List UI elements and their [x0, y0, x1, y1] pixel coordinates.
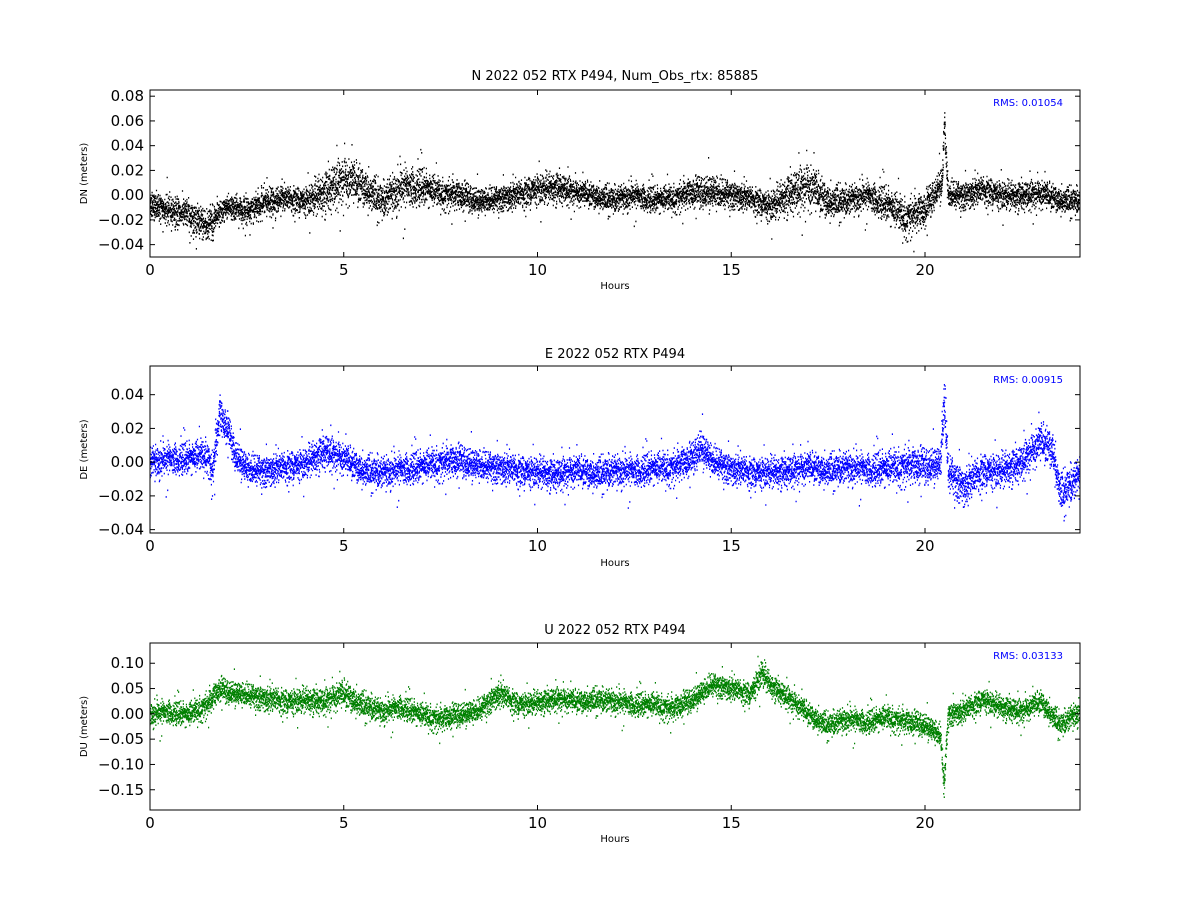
north-y-tick-label: 0.00: [111, 186, 144, 204]
up-ticks: 0 5 10 15 20 −0.15 −0.10 −0.05 0.00 0.05 0.10: [98, 643, 1080, 832]
up-y-axis-label: DU (meters): [79, 696, 90, 757]
up-data-points: [150, 655, 1080, 798]
up-x-tick-label: 10: [528, 814, 547, 832]
north-x-axis-label: Hours: [600, 281, 629, 292]
east-x-tick-label: 10: [528, 537, 547, 555]
up-y-tick-label: 0.00: [111, 705, 144, 723]
north-rms-label: RMS: 0.01054: [993, 98, 1063, 109]
north-x-tick-label: 20: [915, 261, 934, 279]
east-y-tick-label: −0.04: [98, 521, 144, 539]
up-x-tick-label: 5: [339, 814, 349, 832]
north-x-tick-label: 0: [145, 261, 155, 279]
east-ticks: 0 5 10 15 20 −0.04 −0.02 0.00 0.02 0.04: [98, 366, 1080, 555]
north-ticks: 0 5 10 15 20 −0.04 −0.02 0.00 0.02 0.04 0.06 0.08: [98, 87, 1080, 279]
north-y-tick-label: 0.02: [111, 161, 144, 179]
east-rms-label: RMS: 0.00915: [993, 375, 1063, 386]
up-rms-label: RMS: 0.03133: [993, 651, 1063, 662]
up-y-tick-label: 0.10: [111, 654, 144, 672]
east-y-axis-label: DE (meters): [79, 419, 90, 479]
up-data-cloud: [150, 655, 1080, 798]
north-y-tick-label: −0.04: [98, 236, 144, 254]
north-x-tick-label: 10: [528, 261, 547, 279]
north-x-tick-label: 15: [722, 261, 741, 279]
up-y-tick-label: −0.15: [98, 781, 144, 799]
north-y-tick-label: 0.06: [111, 112, 144, 130]
east-y-tick-label: −0.02: [98, 487, 144, 505]
east-y-tick-label: 0.00: [111, 453, 144, 471]
north-panel: N 2022 052 RTX P494, Num_Obs_rtx: 85885 …: [79, 69, 1081, 292]
north-panel-title: N 2022 052 RTX P494, Num_Obs_rtx: 85885: [472, 69, 759, 84]
north-data-points: [150, 112, 1080, 253]
north-data-cloud: [150, 112, 1080, 253]
north-y-tick-label: 0.08: [111, 87, 144, 105]
east-y-tick-label: 0.02: [111, 419, 144, 437]
east-panel: E 2022 052 RTX P494 0 5 10 15 20 −0.04 −0.02 0.…: [79, 347, 1081, 569]
east-data-points: [150, 384, 1080, 522]
up-y-tick-label: −0.05: [98, 730, 144, 748]
north-x-tick-label: 5: [339, 261, 349, 279]
up-x-axis-label: Hours: [600, 834, 629, 845]
up-y-tick-label: 0.05: [111, 680, 144, 698]
up-plot-frame: [149, 642, 1081, 811]
north-y-tick-label: −0.02: [98, 211, 144, 229]
up-x-tick-label: 20: [915, 814, 934, 832]
up-y-tick-label: −0.10: [98, 755, 144, 773]
east-x-tick-label: 20: [915, 537, 934, 555]
east-y-tick-label: 0.04: [111, 386, 144, 404]
east-panel-title: E 2022 052 RTX P494: [545, 347, 685, 362]
up-panel-title: U 2022 052 RTX P494: [544, 623, 686, 638]
up-x-tick-label: 15: [722, 814, 741, 832]
north-y-axis-label: DN (meters): [79, 143, 90, 205]
east-data-cloud: [150, 384, 1080, 522]
east-x-tick-label: 5: [339, 537, 349, 555]
east-x-tick-label: 0: [145, 537, 155, 555]
north-y-tick-label: 0.04: [111, 137, 144, 155]
east-plot-frame: [149, 365, 1081, 534]
up-x-tick-label: 0: [145, 814, 155, 832]
east-x-tick-label: 15: [722, 537, 741, 555]
east-x-axis-label: Hours: [600, 558, 629, 569]
up-panel: U 2022 052 RTX P494 0 5 10 15 20 −0.15 −0.10 −0…: [79, 623, 1081, 845]
north-plot-frame: [149, 89, 1081, 258]
